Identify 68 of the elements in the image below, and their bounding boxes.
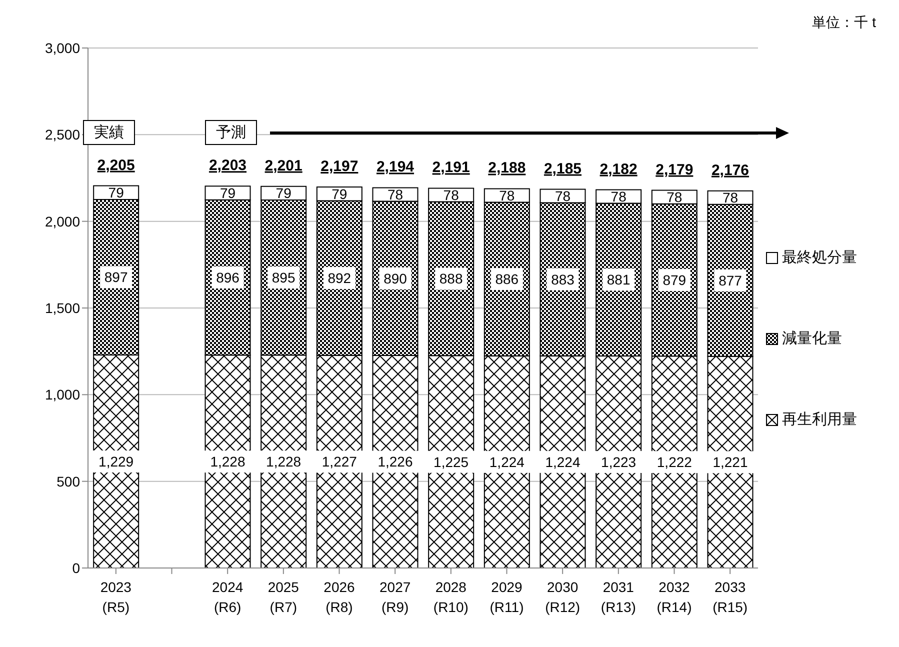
data-label: 78 [666,189,682,206]
y-tick-label: 0 [72,560,80,576]
data-label: 881 [606,272,630,288]
x-tick-label: 2031 (R13) [600,579,636,615]
data-label: 892 [328,270,352,286]
total-label: 2,182 [600,160,638,178]
x-tick-label: 2026 (R8) [324,579,356,615]
data-label: 1,227 [322,454,358,470]
text: 単位：千 t [812,14,876,32]
data-label: 1,221 [712,454,748,470]
legend-label: 再生利用量 [782,410,857,429]
data-label: 78 [610,188,627,205]
total-label: 2,176 [711,162,750,179]
x-tick-label: 2029 (R11) [490,579,524,615]
data-label: 896 [216,269,240,286]
data-label: 79 [220,184,236,201]
x-tick-label: 2024 (R6) [212,579,244,615]
y-tick-label: 500 [56,473,80,490]
data-label: 78 [722,190,738,206]
x-tick-label: 2027 (R9) [380,579,411,615]
y-tick-label: 3,000 [44,40,80,56]
total-label: 2,205 [97,156,135,174]
annotation: 実績 [83,120,135,145]
x-tick-label: 2023 (R5) [100,579,132,615]
legend-label: 最終処分量 [782,248,857,267]
x-tick-label: 2028 (R10) [433,579,468,615]
data-label: 895 [272,270,296,286]
data-label: 883 [551,271,575,288]
x-tick-label: 2033 (R15) [712,579,748,615]
data-label: 1,228 [210,454,246,470]
total-label: 2,201 [264,157,302,174]
data-label: 1,228 [266,454,302,470]
data-label: 1,229 [98,453,134,470]
legend-label: 減量化量 [782,329,842,348]
y-tick-label: 1,000 [44,386,80,403]
data-label: 1,224 [545,454,580,470]
total-label: 2,194 [376,158,415,176]
total-label: 2,203 [208,157,247,174]
data-label: 78 [387,186,404,202]
x-tick-label: 2030 (R12) [545,579,580,615]
data-label: 1,223 [601,454,636,470]
data-label: 1,225 [434,454,469,470]
total-label: 2,197 [320,158,358,176]
y-tick-label: 1,500 [44,300,80,316]
y-tick-label: 2,000 [44,213,80,230]
data-label: 78 [554,188,571,204]
annotation: 予測 [205,120,257,145]
data-label: 79 [276,185,292,202]
total-label: 2,179 [656,161,694,178]
x-tick-label: 2025 (R7) [268,579,300,615]
x-tick-label: 2032 (R14) [656,579,692,615]
data-label: 890 [384,270,408,286]
data-label: 888 [439,270,463,287]
data-label: 78 [499,188,515,204]
data-label: 78 [443,186,460,203]
data-label: 1,222 [656,454,692,470]
data-label: 877 [718,272,742,288]
data-label: 879 [662,272,686,288]
data-label: 897 [104,269,128,286]
data-label: 886 [495,271,519,288]
y-tick-label: 2,500 [44,126,80,143]
total-label: 2,188 [488,160,526,177]
data-label: 79 [108,184,124,201]
data-label: 1,226 [378,454,413,470]
total-label: 2,185 [544,160,582,178]
data-label: 1,224 [489,454,525,470]
data-label: 79 [332,186,348,202]
total-label: 2,191 [432,159,470,176]
